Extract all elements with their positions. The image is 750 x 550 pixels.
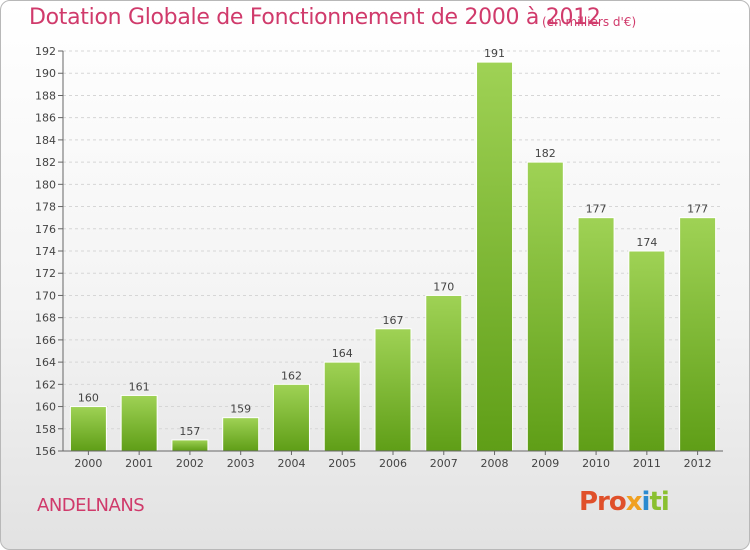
data-label-2011: 174 <box>636 236 657 249</box>
bar-2001 <box>120 394 158 452</box>
y-tick-label: 178 <box>35 201 56 214</box>
x-tick-label-2004: 2004 <box>277 457 305 470</box>
bar-2011 <box>628 250 666 452</box>
y-tick-label: 158 <box>35 423 56 436</box>
y-tick-label: 166 <box>35 334 56 347</box>
bar-2000 <box>69 406 107 452</box>
bar-2007 <box>425 294 463 452</box>
y-tick-label: 156 <box>35 445 56 458</box>
data-label-2005: 164 <box>332 347 353 360</box>
x-tick-label-2008: 2008 <box>481 457 509 470</box>
x-tick-label-2005: 2005 <box>328 457 356 470</box>
y-tick-label: 164 <box>35 356 56 369</box>
x-tick-label-2011: 2011 <box>633 457 661 470</box>
data-label-2006: 167 <box>383 314 404 327</box>
y-tick-label: 188 <box>35 89 56 102</box>
data-label-2009: 182 <box>535 147 556 160</box>
data-label-2010: 177 <box>586 203 607 216</box>
y-tick-label: 182 <box>35 156 56 169</box>
chart-unit-note: (en milliers d'€) <box>542 15 637 29</box>
y-tick-label: 176 <box>35 223 56 236</box>
x-tick-label-2010: 2010 <box>582 457 610 470</box>
bar-2008 <box>476 61 514 452</box>
y-tick-label: 190 <box>35 67 56 80</box>
y-tick-label: 162 <box>35 378 56 391</box>
x-tick-label-2003: 2003 <box>227 457 255 470</box>
x-tick-label-2012: 2012 <box>684 457 712 470</box>
y-tick-label: 180 <box>35 178 56 191</box>
data-label-2008: 191 <box>484 47 505 60</box>
y-tick-label: 174 <box>35 245 56 258</box>
bar-2006 <box>374 328 412 452</box>
bar-2009 <box>526 161 564 452</box>
data-label-2002: 157 <box>179 425 200 438</box>
y-tick-label: 186 <box>35 112 56 125</box>
y-tick-label: 170 <box>35 289 56 302</box>
logo-part-x: x <box>625 487 643 517</box>
x-tick-label-2001: 2001 <box>125 457 153 470</box>
y-tick-label: 192 <box>35 45 56 58</box>
x-tick-label-2006: 2006 <box>379 457 407 470</box>
x-tick-label-2009: 2009 <box>531 457 559 470</box>
data-label-2004: 162 <box>281 369 302 382</box>
data-label-2012: 177 <box>687 203 708 216</box>
data-label-2003: 159 <box>230 403 251 416</box>
data-label-2001: 161 <box>129 380 150 393</box>
bar-2002 <box>171 439 209 452</box>
bar-2010 <box>577 217 615 452</box>
x-tick-label-2007: 2007 <box>430 457 458 470</box>
data-label-2000: 160 <box>78 392 99 405</box>
y-tick-label: 184 <box>35 134 56 147</box>
y-tick-label: 172 <box>35 267 56 280</box>
chart-title: Dotation Globale de Fonctionnement de 20… <box>29 5 601 30</box>
bar-2004 <box>272 383 310 452</box>
y-tick-label: 168 <box>35 312 56 325</box>
bar-2005 <box>323 361 361 452</box>
x-tick-label-2000: 2000 <box>74 457 102 470</box>
bar-2012 <box>679 217 717 452</box>
logo-part-pro: Pro <box>579 487 627 517</box>
logo-part-i: i <box>641 487 651 517</box>
bar-2003 <box>222 417 260 452</box>
y-tick-label: 160 <box>35 401 56 414</box>
data-label-2007: 170 <box>433 280 454 293</box>
commune-name: ANDELNANS <box>37 495 145 516</box>
x-tick-label-2002: 2002 <box>176 457 204 470</box>
proxiti-logo: Proxiti <box>579 487 670 517</box>
logo-part-ti: ti <box>649 487 669 517</box>
